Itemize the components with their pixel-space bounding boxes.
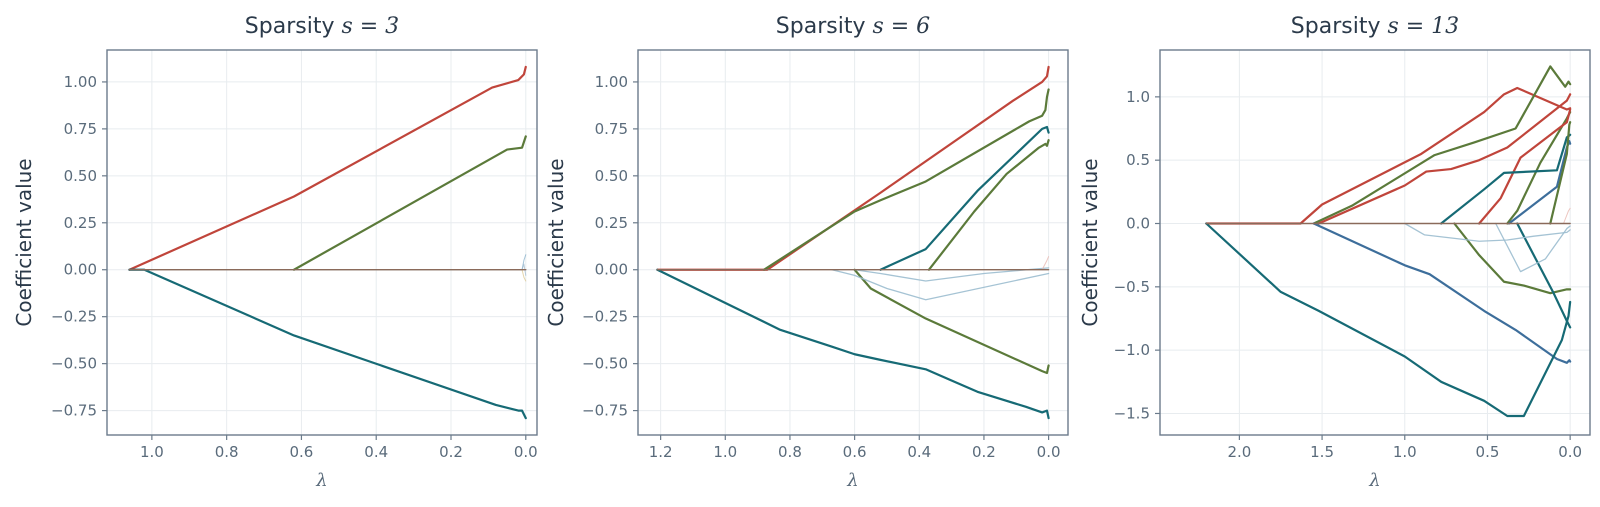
series-line xyxy=(762,88,1050,271)
series-line xyxy=(1312,222,1572,364)
series-line xyxy=(1495,222,1571,273)
plot-frame xyxy=(637,49,1069,436)
x-tick-label: 0.0 xyxy=(1037,443,1061,461)
y-tick-label: 0.75 xyxy=(64,120,97,138)
series-line xyxy=(927,139,1050,271)
series-line xyxy=(1549,121,1572,225)
series-group xyxy=(1205,65,1572,418)
y-axis-label: Coefficient value xyxy=(1078,158,1102,326)
series-line xyxy=(1404,222,1571,242)
x-tick-label: 0.0 xyxy=(514,443,538,461)
y-tick-label: −0.50 xyxy=(582,355,628,373)
series-line xyxy=(853,268,1050,375)
series-group xyxy=(128,65,527,420)
series-line xyxy=(128,268,527,420)
x-tick-label: 2.0 xyxy=(1227,443,1251,461)
x-tick-label: 0.2 xyxy=(439,443,463,461)
x-tick-label: 0.6 xyxy=(290,443,314,461)
series-line xyxy=(831,269,1050,301)
chart-title: Sparsity s = 13 xyxy=(1291,14,1459,39)
y-tick-label: −0.25 xyxy=(51,308,97,326)
series-group xyxy=(656,65,1050,420)
series-line xyxy=(128,254,527,271)
x-tick-label: 1.5 xyxy=(1310,443,1334,461)
y-tick-label: 1.0 xyxy=(1126,88,1150,106)
y-tick-label: 0.00 xyxy=(64,261,97,279)
chart-title-math: s = 3 xyxy=(341,14,399,39)
series-line xyxy=(1205,222,1572,418)
x-axis-label: λ xyxy=(846,470,858,491)
chart-title: Sparsity s = 3 xyxy=(245,14,399,39)
plot-frame xyxy=(106,49,538,436)
x-tick-label: 0.5 xyxy=(1476,443,1500,461)
series-line xyxy=(128,65,527,271)
y-tick-label: −0.75 xyxy=(51,402,97,420)
y-axis-label: Coefficient value xyxy=(12,158,36,326)
series-line xyxy=(1478,108,1572,225)
x-axis-label: λ xyxy=(1368,470,1380,491)
y-tick-label: 0.75 xyxy=(595,120,628,138)
x-tick-label: 0.2 xyxy=(972,443,996,461)
series-line xyxy=(853,267,1050,282)
series-line xyxy=(656,65,1050,271)
x-tick-label: 0.4 xyxy=(364,443,388,461)
x-tick-label: 0.8 xyxy=(215,443,239,461)
series-line xyxy=(1205,86,1572,225)
chart-title-text: Sparsity xyxy=(776,14,873,39)
series-line xyxy=(1516,222,1572,329)
y-tick-label: 0.25 xyxy=(64,214,97,232)
x-tick-label: 1.0 xyxy=(713,443,737,461)
y-tick-label: 0.5 xyxy=(1126,151,1150,169)
series-line xyxy=(128,269,527,282)
y-tick-label: −1.0 xyxy=(1114,341,1150,359)
y-tick-label: −0.5 xyxy=(1114,278,1150,296)
chart-panel-1: 1.0 0.8 0.6 0.4 0.2 0.0 1.00 0.75 0.50 0.25 0.00 −0… xyxy=(12,14,538,491)
y-tick-label: 0.0 xyxy=(1126,215,1150,233)
series-line xyxy=(1453,222,1572,295)
series-line xyxy=(1041,256,1050,271)
chart-title-math: s = 6 xyxy=(872,14,930,39)
plot-frame xyxy=(1159,49,1591,436)
y-tick-label: 0.25 xyxy=(595,214,628,232)
y-tick-label: 0.00 xyxy=(595,261,628,279)
y-tick-label: −0.25 xyxy=(582,308,628,326)
chart-title-text: Sparsity xyxy=(1291,14,1388,39)
series-line xyxy=(1312,65,1572,225)
chart-panel-3: 2.0 1.5 1.0 0.5 0.0 1.0 0.5 0.0 −0.5 −1.0 −1.5 Spar… xyxy=(1078,14,1591,491)
y-tick-label: −0.75 xyxy=(582,402,628,420)
x-tick-label: 0.8 xyxy=(778,443,802,461)
series-line xyxy=(879,125,1050,271)
y-tick-label: −0.50 xyxy=(51,355,97,373)
x-tick-label: 1.2 xyxy=(649,443,673,461)
chart-title-math: s = 13 xyxy=(1387,14,1459,39)
y-tick-label: 0.50 xyxy=(595,167,628,185)
y-tick-label: 1.00 xyxy=(595,73,628,91)
series-line xyxy=(1317,93,1572,225)
x-tick-label: 1.0 xyxy=(140,443,164,461)
y-tick-label: −1.5 xyxy=(1114,404,1150,422)
x-tick-label: 0.4 xyxy=(907,443,931,461)
series-line xyxy=(656,268,1050,420)
x-tick-label: 0.6 xyxy=(843,443,867,461)
chart-title-text: Sparsity xyxy=(245,14,342,39)
y-axis-label: Coefficient value xyxy=(544,158,568,326)
y-tick-label: 0.50 xyxy=(64,167,97,185)
x-tick-label: 0.0 xyxy=(1558,443,1582,461)
series-line xyxy=(1563,207,1571,224)
y-tick-label: 1.00 xyxy=(64,73,97,91)
chart-panel-2: 1.2 1.0 0.8 0.6 0.4 0.2 0.0 1.00 0.75 0.50 0.25 0.0… xyxy=(544,14,1069,491)
series-line xyxy=(292,135,527,271)
x-tick-label: 1.0 xyxy=(1393,443,1417,461)
x-axis-label: λ xyxy=(315,470,327,491)
chart-title: Sparsity s = 6 xyxy=(776,14,930,39)
